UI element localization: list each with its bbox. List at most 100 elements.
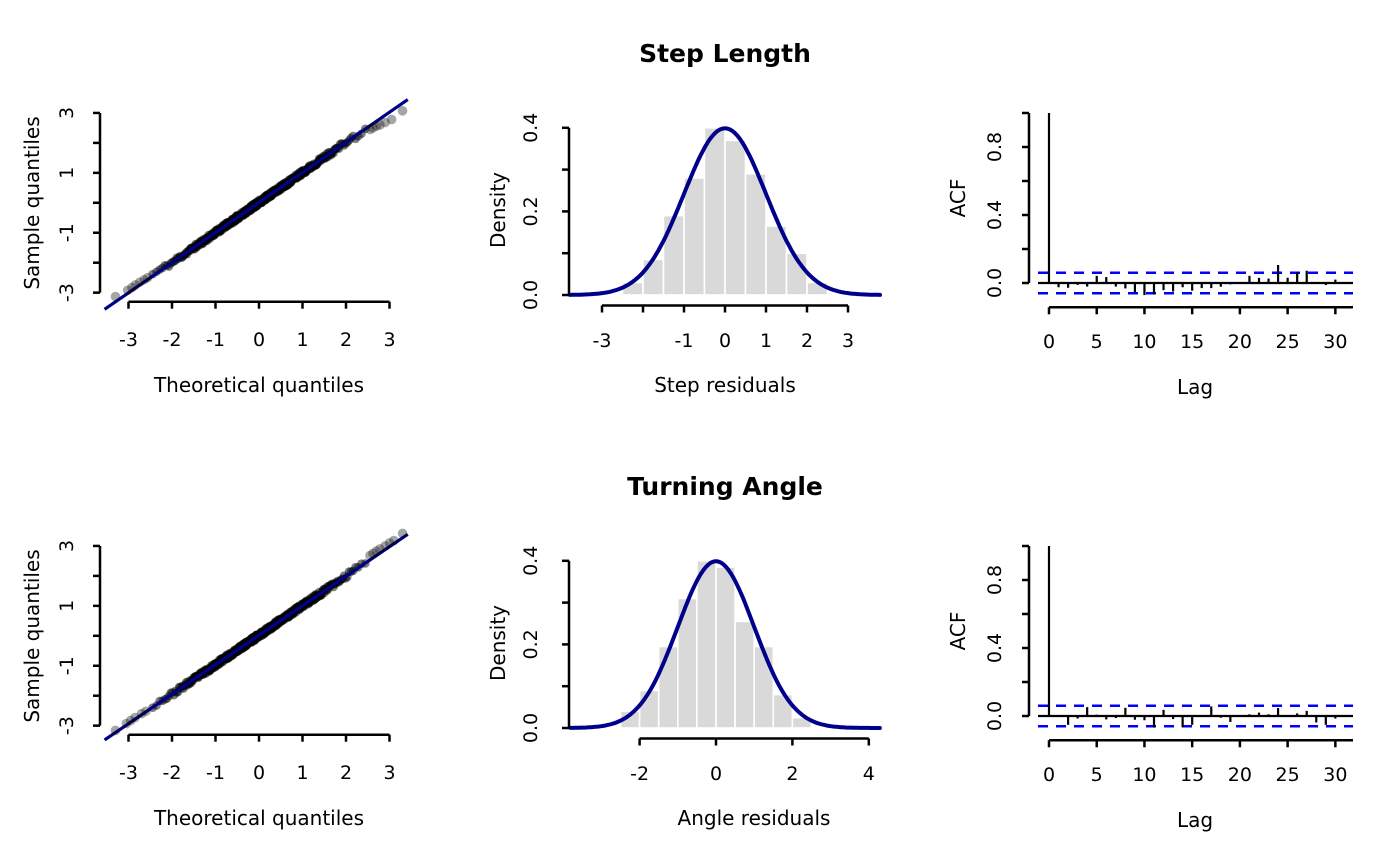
qq-outlier-point [125, 715, 136, 726]
x-tick-label: 25 [1276, 331, 1300, 353]
x-tick-label: -3 [593, 330, 612, 352]
panel-title: Step Length [639, 39, 811, 68]
qq-outlier-point [368, 548, 378, 559]
qq-outlier-point [380, 117, 390, 128]
x-tick-label: 20 [1228, 764, 1252, 786]
x-tick-label: 3 [842, 330, 854, 352]
x-tick-label: 0 [710, 763, 722, 785]
qq-outlier-point [136, 708, 147, 719]
histogram-bars [619, 560, 813, 729]
qq-outlier-point [386, 114, 397, 125]
histogram-angle: Turning Angle Angle residuals Density 0.… [486, 472, 882, 830]
qq-outlier-points [110, 106, 408, 302]
histogram-bar [683, 177, 706, 296]
qq-outlier-point [139, 274, 149, 285]
y-tick-label: 0.0 [984, 268, 1006, 298]
qq-outlier-point [365, 124, 375, 135]
histogram-bar [734, 620, 756, 729]
qq-plot-step: Theoretical quantiles Sample quantiles -… [20, 98, 409, 397]
x-tick-label: 0 [1043, 764, 1055, 786]
x-tick-label: 0 [253, 329, 265, 351]
x-tick-label: 2 [340, 762, 352, 784]
x-axis-title: Theoretical quantiles [153, 373, 364, 397]
qq-plot-angle: Theoretical quantiles Sample quantiles -… [20, 528, 409, 830]
y-axis-title: ACF [946, 179, 970, 218]
x-tick-label: 15 [1180, 764, 1204, 786]
histogram-step: Step Length Step residuals Density 0.0 0.… [486, 39, 882, 397]
x-tick-label: 0 [719, 330, 731, 352]
x-tick-label: 25 [1276, 764, 1300, 786]
histogram-bar [638, 689, 660, 729]
y-tick-label: -1 [56, 656, 78, 675]
y-tick-label: 1 [56, 600, 78, 612]
qq-outlier-point [380, 541, 390, 551]
y-tick-label: 0.4 [520, 113, 542, 143]
qq-outlier-point [122, 285, 133, 296]
x-tick-label: 2 [340, 329, 352, 351]
density-curve [568, 559, 882, 730]
qq-outlier-point [135, 277, 145, 287]
x-tick-label: 5 [1091, 764, 1103, 786]
qq-reference-line [103, 98, 409, 311]
qq-outlier-point [142, 272, 153, 283]
y-tick-label: 0.8 [984, 132, 1006, 162]
histogram-bar [753, 645, 775, 729]
qq-outlier-point [368, 123, 378, 133]
qq-outlier-point [397, 528, 408, 539]
x-tick-label: 10 [1132, 764, 1156, 786]
x-tick-label: 30 [1323, 764, 1347, 786]
x-tick-label: 2 [801, 330, 813, 352]
acf-stems [1047, 113, 1337, 296]
qq-outlier-point [389, 535, 399, 546]
y-axis-title: ACF [946, 612, 970, 651]
histogram-bar [642, 258, 665, 296]
x-tick-label: -2 [163, 329, 182, 351]
qq-outlier-point [110, 725, 121, 736]
y-axis-title: Sample quantiles [20, 549, 44, 722]
y-tick-label: 0.4 [984, 633, 1006, 663]
y-tick-label: -1 [56, 223, 78, 242]
acf-stems [1047, 546, 1337, 728]
x-tick-label: 5 [1091, 331, 1103, 353]
x-tick-label: -1 [675, 330, 694, 352]
y-tick-label: 0.0 [520, 713, 542, 743]
qq-outlier-point [375, 120, 385, 130]
histogram-bar [724, 139, 747, 296]
histogram-bar [696, 560, 717, 729]
histogram-bar [657, 645, 679, 729]
y-tick-label: 0.2 [520, 629, 542, 659]
x-tick-label: 4 [863, 763, 875, 785]
y-tick-label: 0.0 [520, 280, 542, 310]
x-tick-label: 30 [1323, 331, 1347, 353]
acf-plot-angle: Lag ACF 0.0 0.4 0.8 0 5 10 15 20 25 30 [946, 544, 1353, 832]
x-axis-title: Angle residuals [678, 806, 831, 830]
histogram-bar [715, 566, 736, 729]
qq-outlier-points [110, 528, 408, 736]
x-axis-title: Step residuals [654, 373, 796, 397]
histogram-bars [621, 127, 829, 296]
y-tick-label: 0.8 [984, 565, 1006, 595]
y-tick-label: 0.0 [984, 701, 1006, 731]
x-tick-label: -1 [206, 762, 225, 784]
x-tick-label: 0 [253, 762, 265, 784]
y-tick-label: -3 [56, 283, 78, 302]
x-axis-title: Lag [1177, 375, 1213, 399]
y-axis-title: Density [486, 605, 510, 681]
x-tick-label: 2 [786, 763, 798, 785]
x-tick-label: 0 [1043, 331, 1055, 353]
x-tick-label: 15 [1180, 331, 1204, 353]
x-tick-label: 1 [296, 329, 308, 351]
y-axis-title: Density [486, 172, 510, 248]
qq-outlier-point [130, 712, 140, 723]
acf-plot-step: Lag ACF 0.0 0.4 0.8 0 5 10 15 20 25 30 [946, 111, 1353, 399]
x-tick-label: 10 [1132, 331, 1156, 353]
panel-title: Turning Angle [627, 472, 823, 501]
y-tick-label: -3 [56, 716, 78, 735]
qq-outlier-point [397, 106, 408, 116]
x-tick-label: -2 [630, 763, 649, 785]
qq-outlier-point [365, 550, 375, 561]
x-tick-label: 3 [383, 762, 395, 784]
histogram-bar [744, 172, 767, 296]
y-tick-label: 0.2 [520, 196, 542, 226]
